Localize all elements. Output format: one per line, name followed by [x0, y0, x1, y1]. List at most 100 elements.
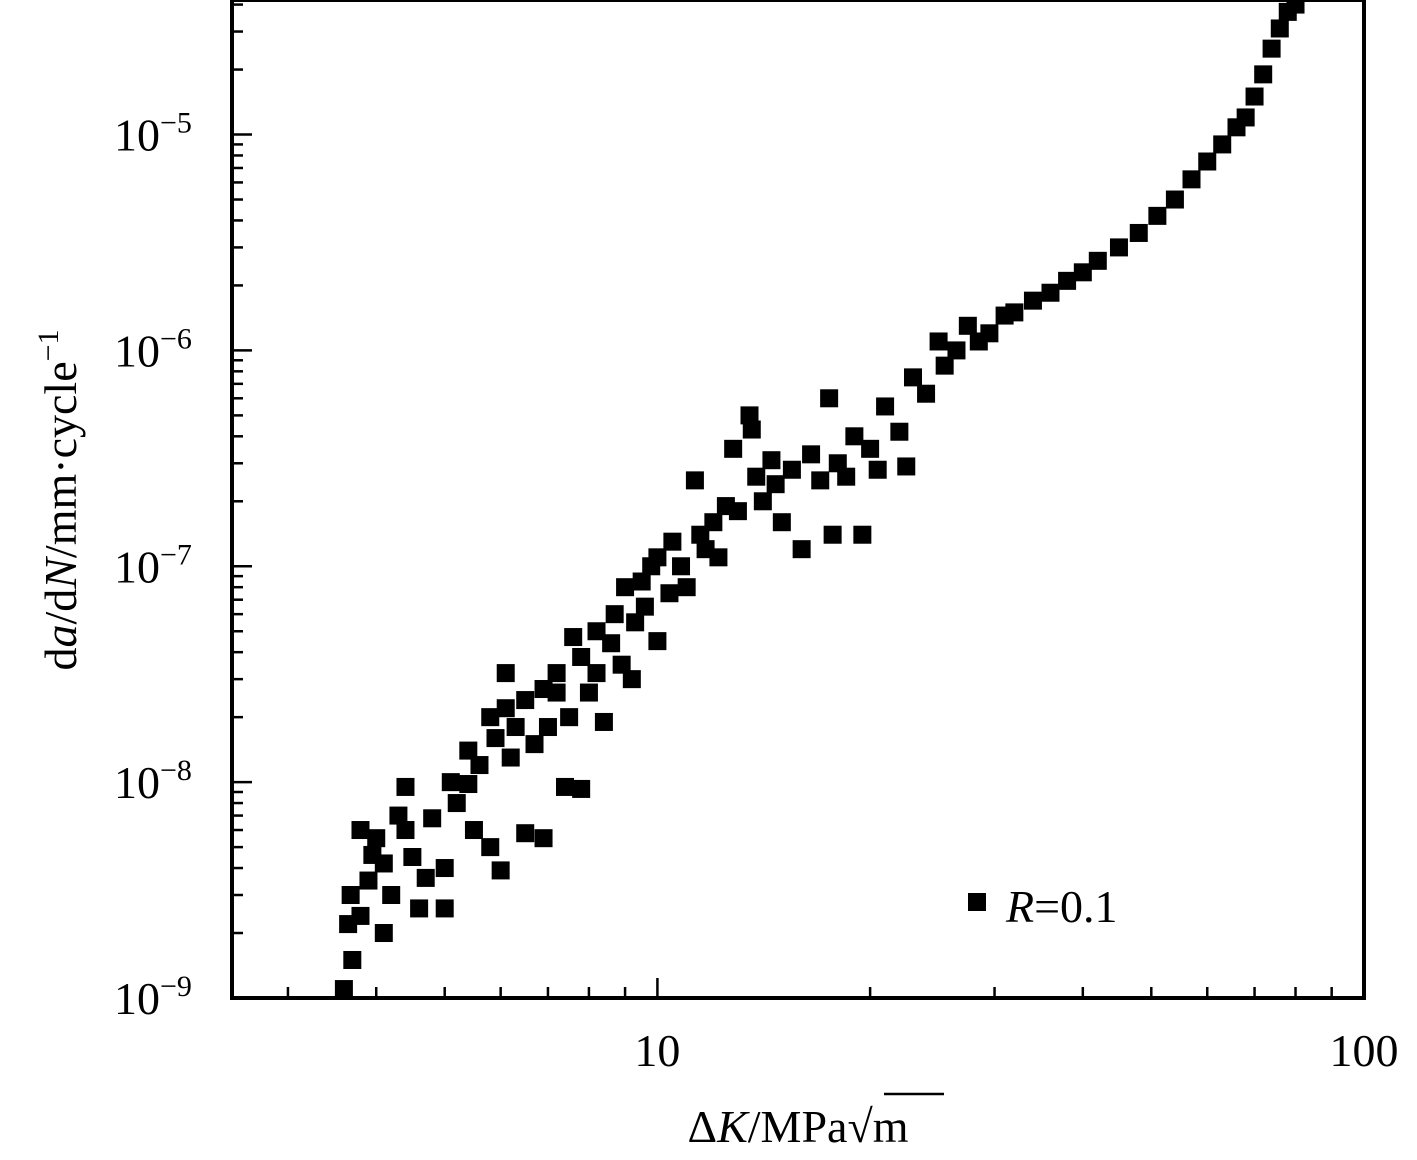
data-point: [947, 341, 966, 360]
data-point: [876, 397, 895, 416]
data-point: [1041, 283, 1060, 302]
data-point: [481, 708, 500, 727]
data-point: [1262, 39, 1281, 58]
data-point: [572, 647, 591, 666]
data-point: [663, 532, 682, 551]
data-point: [660, 584, 679, 603]
data-point: [742, 420, 761, 439]
data-point: [525, 735, 544, 754]
data-point: [547, 664, 566, 683]
minor-ticks: [232, 3, 1333, 998]
data-point: [890, 422, 909, 441]
data-point: [1129, 223, 1148, 242]
data-point: [853, 525, 872, 544]
data-point: [772, 513, 791, 532]
data-point: [648, 548, 667, 567]
data-point: [802, 445, 821, 464]
data-point: [1245, 87, 1264, 106]
data-point: [648, 632, 667, 651]
data-point: [564, 628, 583, 647]
data-point: [709, 548, 728, 567]
y-tick-label: 10−8: [114, 754, 192, 808]
data-point: [672, 557, 691, 576]
data-point: [766, 475, 785, 494]
data-point: [343, 950, 362, 969]
data-point: [464, 821, 483, 840]
data-point: [1198, 152, 1217, 171]
data-point: [792, 540, 811, 559]
legend: R=0.1: [968, 881, 1118, 932]
data-point: [556, 777, 575, 796]
data-point: [811, 471, 830, 490]
major-ticks: [232, 133, 1366, 1000]
x-tick-label: 100: [1330, 1025, 1399, 1076]
data-point: [579, 683, 598, 702]
data-point: [538, 718, 557, 737]
data-point: [685, 471, 704, 490]
data-point: [753, 492, 772, 511]
data-point: [612, 655, 631, 674]
data-point: [820, 389, 839, 408]
legend-label: R=0.1: [1005, 881, 1118, 932]
data-point: [587, 622, 606, 641]
data-point: [823, 525, 842, 544]
data-point: [496, 699, 515, 718]
data-point: [1023, 291, 1042, 310]
data-point: [980, 324, 999, 343]
y-tick-label: 10−7: [114, 538, 192, 592]
data-point: [1073, 263, 1092, 282]
data-point: [441, 773, 460, 792]
data-point: [516, 824, 535, 843]
data-point: [626, 613, 645, 632]
data-point: [605, 605, 624, 624]
data-point: [1058, 271, 1077, 290]
data-point: [1148, 206, 1167, 225]
data-point: [677, 578, 696, 597]
data-points: [334, 0, 1305, 999]
data-point: [1088, 251, 1107, 270]
data-point: [389, 806, 408, 825]
plot-frame: [230, 0, 1366, 1000]
legend-marker: [968, 893, 986, 911]
data-point: [747, 467, 766, 486]
data-point: [740, 406, 759, 425]
data-point: [341, 886, 360, 905]
data-point: [516, 691, 535, 710]
data-point: [897, 457, 916, 476]
data-point: [782, 460, 801, 479]
data-point: [622, 670, 641, 689]
data-point: [403, 847, 422, 866]
data-point: [724, 439, 743, 458]
data-point: [635, 597, 654, 616]
data-point: [632, 572, 651, 591]
data-point: [447, 794, 466, 813]
data-point: [728, 502, 747, 521]
data-point: [506, 718, 525, 737]
x-axis-title: ΔK/MPa√m: [688, 1101, 909, 1152]
data-point: [762, 451, 781, 470]
data-point: [351, 821, 370, 840]
data-point: [470, 756, 489, 775]
data-point: [396, 777, 415, 796]
data-point: [1236, 108, 1255, 127]
data-point: [958, 316, 977, 335]
data-point: [374, 854, 393, 873]
data-point: [560, 708, 579, 727]
data-point: [1213, 135, 1232, 154]
data-point: [486, 729, 505, 748]
data-point: [534, 829, 553, 848]
data-point: [837, 467, 856, 486]
data-point: [1109, 238, 1128, 257]
data-point: [351, 906, 370, 925]
data-point: [459, 741, 478, 760]
data-point: [917, 384, 936, 403]
data-point: [935, 356, 954, 375]
data-point: [587, 664, 606, 683]
x-tick-labels: 10 100: [634, 1025, 1398, 1076]
y-tick-label: 10−9: [114, 970, 192, 1024]
data-point: [572, 779, 591, 798]
data-point: [868, 460, 887, 479]
data-point: [435, 859, 454, 878]
data-point: [435, 899, 454, 918]
